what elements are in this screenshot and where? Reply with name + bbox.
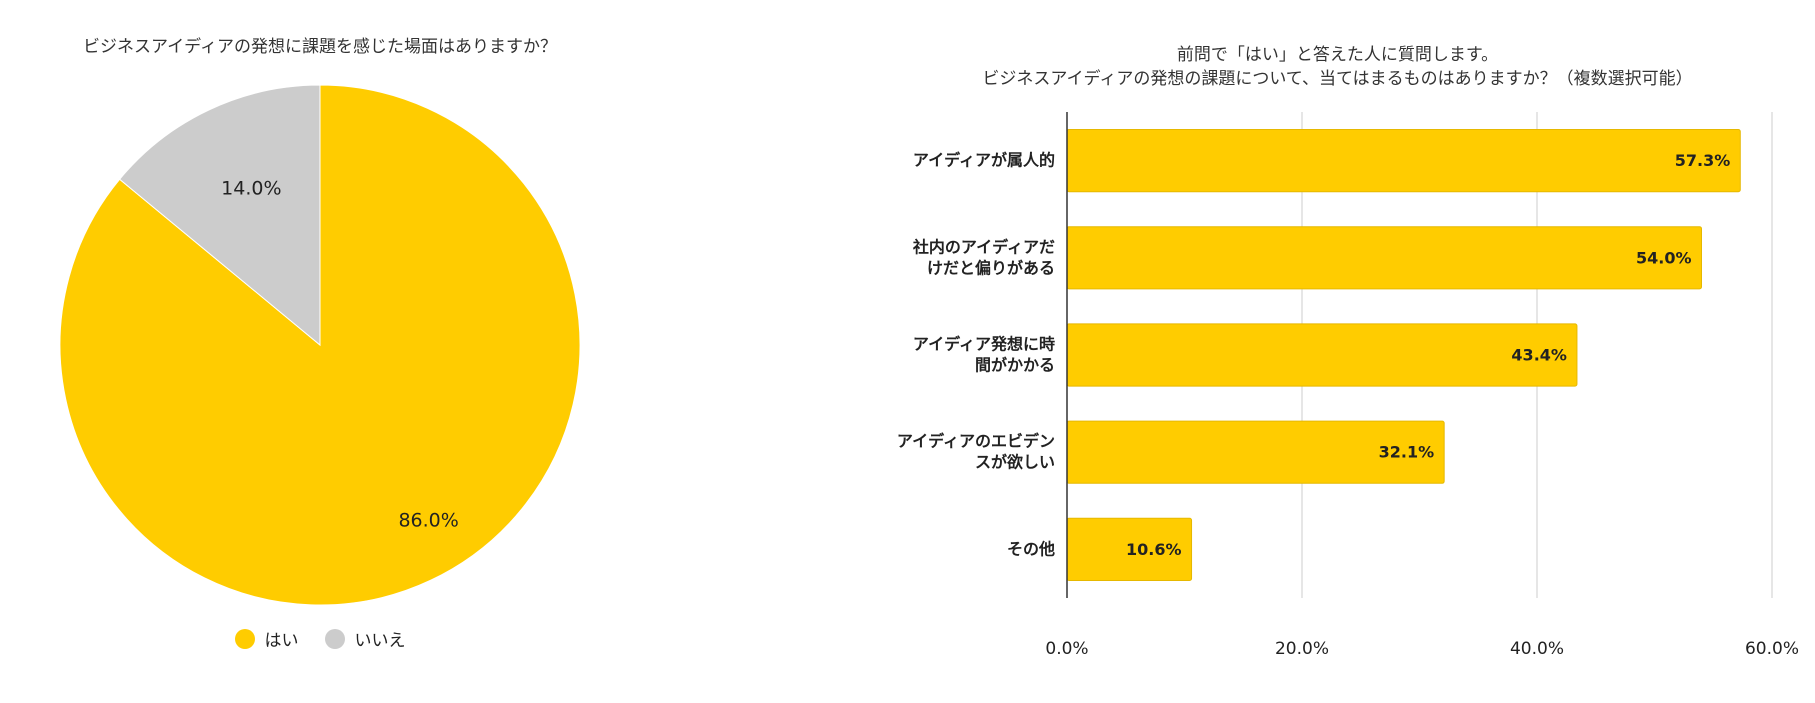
bar-value-label: 43.4% — [1511, 346, 1567, 365]
legend-swatch-yes — [234, 628, 255, 649]
x-tick-label: 0.0% — [1045, 639, 1088, 659]
category-label-line: アイディア発想に時 — [913, 334, 1055, 353]
category-label-line: 社内のアイディアだ — [912, 237, 1055, 256]
legend-label-yes: はい — [264, 631, 299, 651]
category-label-line: 間がかかる — [975, 355, 1055, 374]
legend-item-yes: はい — [234, 626, 299, 651]
legend-item-no: いいえ — [324, 626, 406, 651]
category-label: その他 — [1007, 539, 1055, 558]
category-label: アイディア発想に時間がかかる — [913, 334, 1055, 374]
pie-chart-title: ビジネスアイディアの発想に課題を感じた場面はありますか？ — [83, 37, 557, 57]
pie-slice-1 — [118, 84, 321, 347]
bar-value-label: 32.1% — [1379, 443, 1435, 462]
pie-slice-label-0: 86.0% — [398, 509, 458, 531]
category-label: アイディアのエビデンスが欲しい — [897, 431, 1055, 471]
bar — [1066, 128, 1741, 193]
x-tick-label: 60.0% — [1745, 639, 1799, 659]
category-label-line: スが欲しい — [975, 452, 1055, 471]
bar-value-label: 10.6% — [1126, 540, 1182, 559]
pie-chart: 86.0% 14.0% — [59, 84, 581, 606]
category-label-line: その他 — [1007, 539, 1055, 558]
bar-chart: 0.0% 20.0% 40.0% 60.0% 57.3% アイディアが属人的 54.0% 社内… — [897, 112, 1799, 659]
bar-chart-title-line-2: ビジネスアイディアの発想の課題について、当てはまるものはありますか？（複数選択可… — [982, 69, 1693, 89]
pie-chart-panel: ビジネスアイディアの発想に課題を感じた場面はありますか？ 86.0% 14.0% … — [0, 0, 640, 703]
bar — [1066, 226, 1702, 290]
pie-legend: はい いいえ — [0, 626, 640, 651]
bar-chart-title-line-1: 前問で「はい」と答えた人に質問します。 — [1176, 45, 1499, 65]
category-label-line: アイディアのエビデン — [897, 431, 1055, 450]
bar — [1066, 323, 1578, 387]
category-label-line: アイディアが属人的 — [913, 150, 1055, 169]
bar-chart-panel: 前問で「はい」と答えた人に質問します。 ビジネスアイディアの発想の課題について、… — [860, 0, 1815, 703]
bar-value-label: 57.3% — [1675, 151, 1731, 170]
legend-swatch-no — [324, 628, 345, 649]
x-tick-label: 20.0% — [1275, 639, 1329, 659]
x-tick-label: 40.0% — [1510, 639, 1564, 659]
category-label: アイディアが属人的 — [913, 150, 1055, 169]
pie-slice-label-1: 14.0% — [221, 178, 281, 200]
bar-value-label: 54.0% — [1636, 248, 1692, 267]
legend-label-no: いいえ — [354, 631, 406, 651]
category-label-line: けだと偏りがある — [927, 258, 1055, 277]
category-label: 社内のアイディアだけだと偏りがある — [912, 237, 1055, 277]
